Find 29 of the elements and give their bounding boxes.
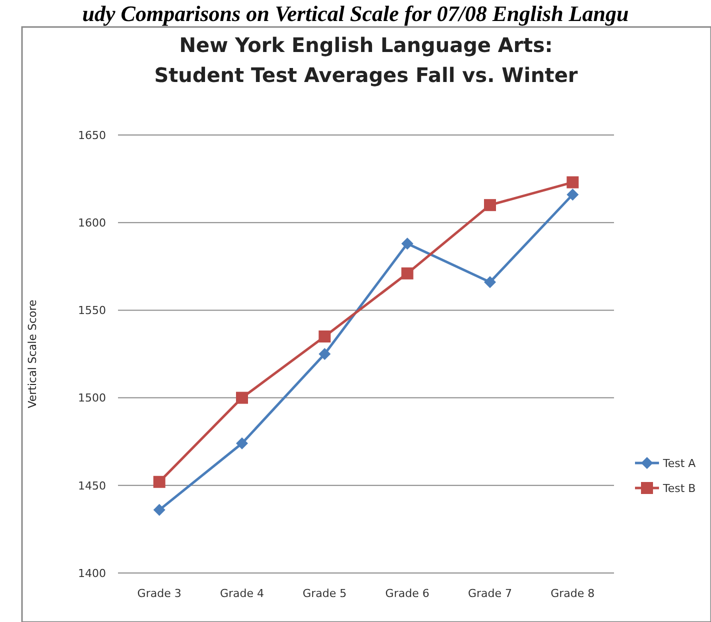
- x-tick-label: Grade 3: [137, 587, 182, 600]
- y-tick-label: 1400: [78, 566, 106, 580]
- text: udy Comparisons on Vertical Scale for 07/08 English Langu: [82, 1, 629, 26]
- legend-label: Test B: [662, 482, 696, 495]
- point: [318, 330, 331, 342]
- legend-label: Test A: [662, 456, 696, 470]
- y-tick-label: 1450: [78, 479, 106, 492]
- point: [566, 188, 579, 201]
- x-tick-label: Grade 6: [385, 587, 430, 600]
- point: [484, 276, 496, 288]
- y-tick-label: 1500: [78, 392, 106, 405]
- x-tick-label: Grade 8: [550, 587, 595, 600]
- x-tick-label: Grade 5: [302, 587, 347, 600]
- point: [484, 199, 496, 212]
- y-axis-title: Vertical Scale Score: [26, 299, 39, 408]
- y-tick-label: 1600: [78, 216, 106, 230]
- point: [401, 238, 414, 250]
- y-tick-label: 1550: [78, 304, 106, 318]
- point: [318, 348, 331, 360]
- point: [236, 437, 248, 450]
- point: [401, 267, 414, 280]
- point: [236, 392, 248, 404]
- x-tick-label: Grade 7: [468, 587, 512, 600]
- point: [566, 176, 579, 188]
- chart-title: New York English Language Arts: Student Test Averages Fall vs. Winter: [154, 33, 578, 87]
- point: [153, 504, 166, 516]
- x-tick-label: Grade 4: [220, 587, 264, 600]
- y-tick-label: 1650: [78, 128, 106, 142]
- point: [153, 476, 166, 488]
